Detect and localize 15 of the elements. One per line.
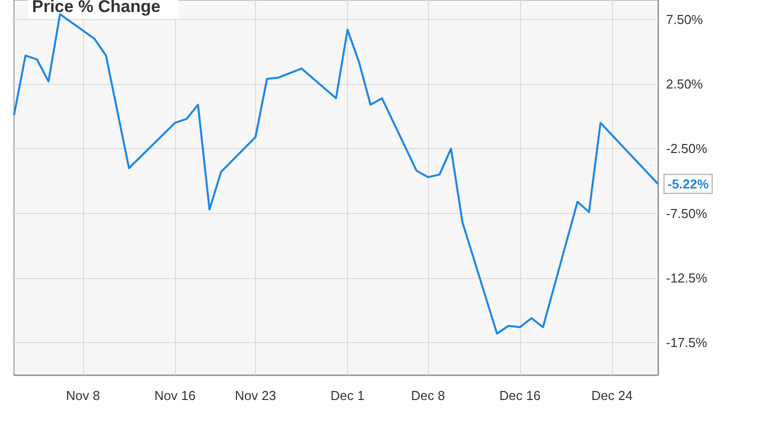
- y-tick-label: -7.50%: [666, 206, 708, 221]
- x-tick-label: Dec 24: [591, 388, 633, 403]
- x-tick-label: Dec 16: [499, 388, 541, 403]
- chart-title: Price % Change: [32, 0, 160, 16]
- x-tick-label: Dec 1: [330, 388, 364, 403]
- x-tick-label: Nov 8: [66, 388, 100, 403]
- x-tick-label: Dec 8: [411, 388, 445, 403]
- y-tick-label: -12.5%: [666, 270, 708, 286]
- x-tick-label: Nov 16: [154, 388, 196, 403]
- y-tick-label: -2.50%: [666, 141, 708, 156]
- x-tick-label: Nov 23: [234, 388, 276, 403]
- annotation: -5.22%: [668, 176, 710, 192]
- y-tick-label: 7.50%: [666, 12, 704, 27]
- y-tick-label: 2.50%: [666, 76, 704, 92]
- y-tick-label: -17.5%: [666, 335, 708, 350]
